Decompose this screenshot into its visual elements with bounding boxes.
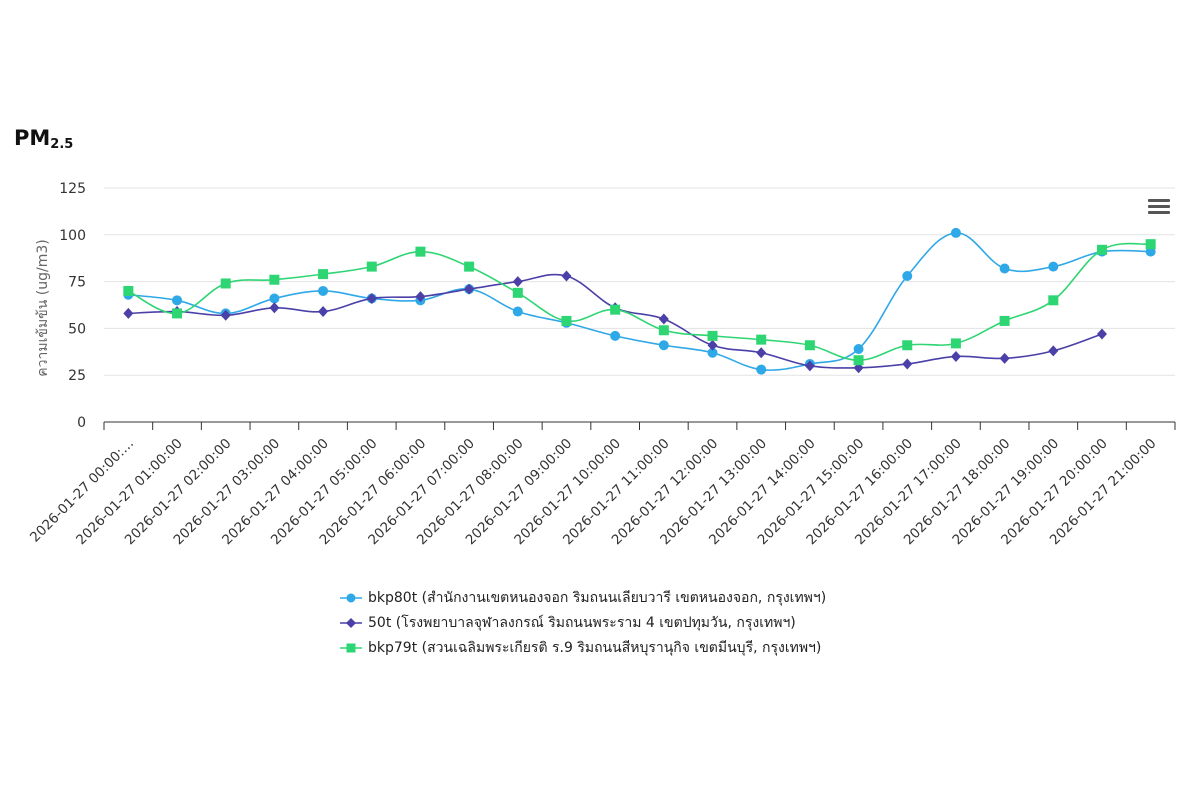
legend-item-bkp79t[interactable]: bkp79t (สวนเฉลิมพระเกียรติ ร.9 ริมถนนสีห…: [340, 635, 826, 660]
legend: bkp80t (สำนักงานเขตหนองจอก ริมถนนเลียบวา…: [340, 585, 826, 660]
data-point[interactable]: [999, 263, 1010, 274]
y-tick-label: 25: [68, 368, 86, 384]
data-point[interactable]: [318, 269, 329, 280]
data-point[interactable]: [1048, 295, 1059, 306]
legend-item-bkp80t[interactable]: bkp80t (สำนักงานเขตหนองจอก ริมถนนเลียบวา…: [340, 585, 826, 610]
data-point[interactable]: [269, 302, 280, 314]
data-point[interactable]: [464, 283, 475, 295]
series-line: [128, 232, 1151, 371]
data-point[interactable]: [902, 340, 913, 351]
data-point[interactable]: [172, 295, 183, 306]
data-point[interactable]: [950, 227, 961, 238]
data-point[interactable]: [999, 315, 1010, 326]
data-point[interactable]: [707, 330, 718, 341]
data-point[interactable]: [853, 355, 864, 366]
series-0: [123, 227, 1156, 375]
data-point[interactable]: [415, 291, 426, 303]
legend-item-50t[interactable]: 50t (โรงพยาบาลจุฬาลงกรณ์ ริมถนนพระราม 4 …: [340, 610, 826, 635]
data-point[interactable]: [512, 276, 523, 288]
y-axis-label: ความเข้มข้น (ug/m3): [35, 239, 51, 376]
data-point[interactable]: [464, 261, 475, 272]
data-point[interactable]: [1145, 239, 1156, 250]
data-point[interactable]: [999, 352, 1010, 364]
legend-label: bkp80t (สำนักงานเขตหนองจอก ริมถนนเลียบวา…: [368, 589, 827, 606]
legend-label: 50t (โรงพยาบาลจุฬาลงกรณ์ ริมถนนพระราม 4 …: [368, 614, 796, 631]
hamburger-menu-icon[interactable]: [1146, 196, 1172, 218]
data-point[interactable]: [902, 270, 913, 281]
data-point[interactable]: [123, 307, 134, 319]
y-tick-label: 50: [68, 321, 86, 337]
data-point[interactable]: [756, 347, 767, 359]
data-point[interactable]: [561, 270, 572, 282]
data-point[interactable]: [902, 358, 913, 370]
legend-label: bkp79t (สวนเฉลิมพระเกียรติ ร.9 ริมถนนสีห…: [368, 639, 822, 656]
data-point[interactable]: [707, 347, 718, 358]
data-point[interactable]: [658, 325, 669, 336]
y-tick-label: 75: [68, 275, 86, 291]
data-point[interactable]: [1048, 261, 1059, 272]
y-tick-label: 100: [59, 228, 86, 244]
series-2: [123, 239, 1156, 366]
legend-symbol-square-icon: [340, 643, 362, 652]
y-axis-ticks: 0 25 50 75 100 125: [59, 181, 86, 431]
data-point[interactable]: [318, 285, 329, 296]
data-point[interactable]: [610, 304, 621, 315]
data-point[interactable]: [123, 285, 134, 296]
x-axis: 2026-01-27 00:00:…2026-01-27 01:00:00202…: [27, 422, 1176, 548]
data-point[interactable]: [658, 313, 669, 325]
data-point[interactable]: [318, 306, 329, 318]
series-line: [127, 242, 1151, 362]
data-point[interactable]: [415, 246, 426, 257]
data-point[interactable]: [366, 292, 377, 304]
chart-title: PM2.5: [14, 126, 74, 152]
data-point[interactable]: [172, 308, 183, 319]
y-tick-label: 125: [59, 181, 86, 197]
data-point[interactable]: [512, 306, 523, 317]
data-point[interactable]: [804, 360, 815, 372]
data-point[interactable]: [269, 274, 280, 285]
series-1: [123, 270, 1107, 374]
data-point[interactable]: [1048, 345, 1059, 357]
data-point[interactable]: [1096, 244, 1107, 255]
legend-symbol-diamond-icon: [340, 617, 362, 628]
data-point[interactable]: [950, 350, 961, 362]
data-point[interactable]: [707, 339, 718, 351]
data-point[interactable]: [756, 364, 767, 375]
gridlines: [104, 187, 1175, 423]
data-point[interactable]: [561, 315, 572, 326]
data-point[interactable]: [366, 261, 377, 272]
data-point[interactable]: [220, 309, 231, 321]
legend-symbol-circle-icon: [340, 593, 362, 602]
data-point[interactable]: [1096, 328, 1107, 340]
data-point[interactable]: [610, 330, 621, 341]
data-point[interactable]: [658, 340, 669, 351]
data-point[interactable]: [853, 343, 864, 354]
data-point[interactable]: [220, 278, 231, 289]
data-point[interactable]: [950, 338, 961, 349]
data-point[interactable]: [512, 287, 523, 298]
data-point[interactable]: [804, 340, 815, 351]
data-point[interactable]: [269, 293, 280, 304]
y-tick-label: 0: [77, 415, 86, 431]
data-point[interactable]: [756, 334, 767, 345]
series-group: [123, 227, 1156, 375]
